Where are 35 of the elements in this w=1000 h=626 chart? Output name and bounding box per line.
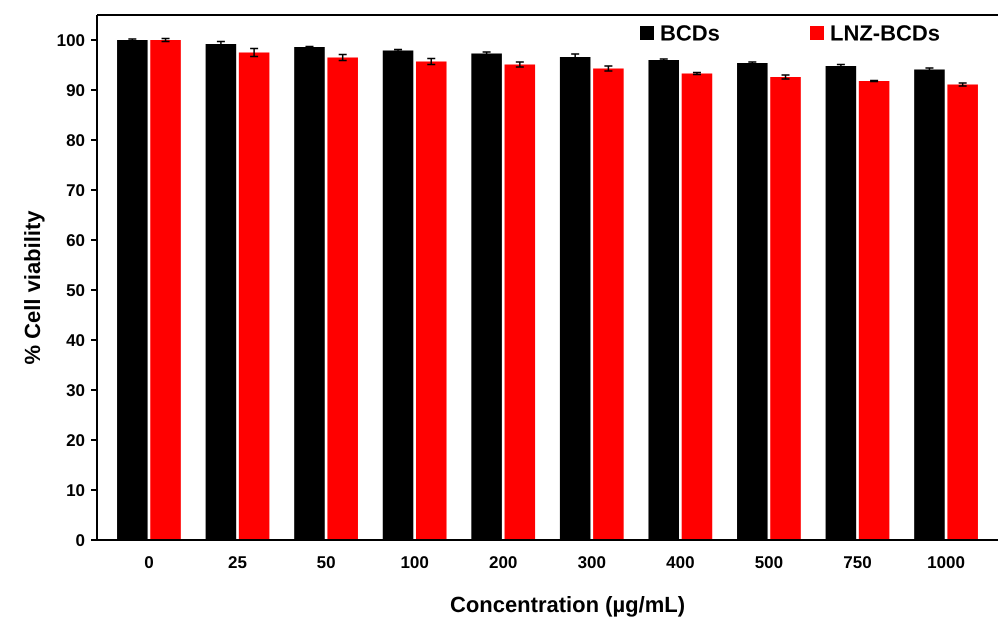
x-tick-label: 1000	[927, 553, 965, 572]
y-tick-label: 80	[66, 130, 85, 150]
legend-label: BCDs	[660, 20, 720, 46]
bar	[416, 62, 447, 540]
bar	[770, 77, 801, 540]
y-tick-label: 0	[76, 530, 85, 550]
y-tick-label: 10	[66, 480, 85, 500]
x-tick-label: 0	[144, 553, 154, 572]
x-tick-label: 400	[666, 553, 695, 572]
x-tick-label: 50	[316, 553, 336, 572]
x-tick-label: 300	[578, 553, 606, 572]
x-tick-label: 500	[754, 553, 784, 572]
bar	[593, 68, 624, 540]
y-tick-label: 70	[66, 180, 85, 200]
bar	[504, 64, 536, 540]
bar	[682, 74, 712, 540]
y-tick-label: 30	[66, 380, 85, 400]
x-axis-title: Concentration (µg/mL)	[450, 592, 686, 617]
legend-label: LNZ-BCDs	[830, 20, 940, 46]
bar	[238, 52, 270, 540]
bar	[327, 58, 358, 540]
y-tick-label: 60	[66, 230, 85, 250]
x-tick-label: 200	[489, 553, 518, 572]
y-tick-label: 90	[66, 80, 85, 100]
x-tick-label: 25	[228, 553, 247, 572]
bar	[858, 81, 890, 540]
y-tick-label: 100	[56, 30, 85, 50]
y-tick-label: 50	[66, 280, 85, 300]
y-axis-title: % Cell viability	[20, 210, 45, 365]
x-tick-label: 100	[400, 553, 429, 572]
y-tick-label: 20	[66, 430, 85, 450]
x-tick-label: 750	[843, 553, 872, 572]
bar	[947, 84, 978, 540]
bar	[150, 40, 181, 540]
y-tick-label: 40	[66, 330, 85, 350]
